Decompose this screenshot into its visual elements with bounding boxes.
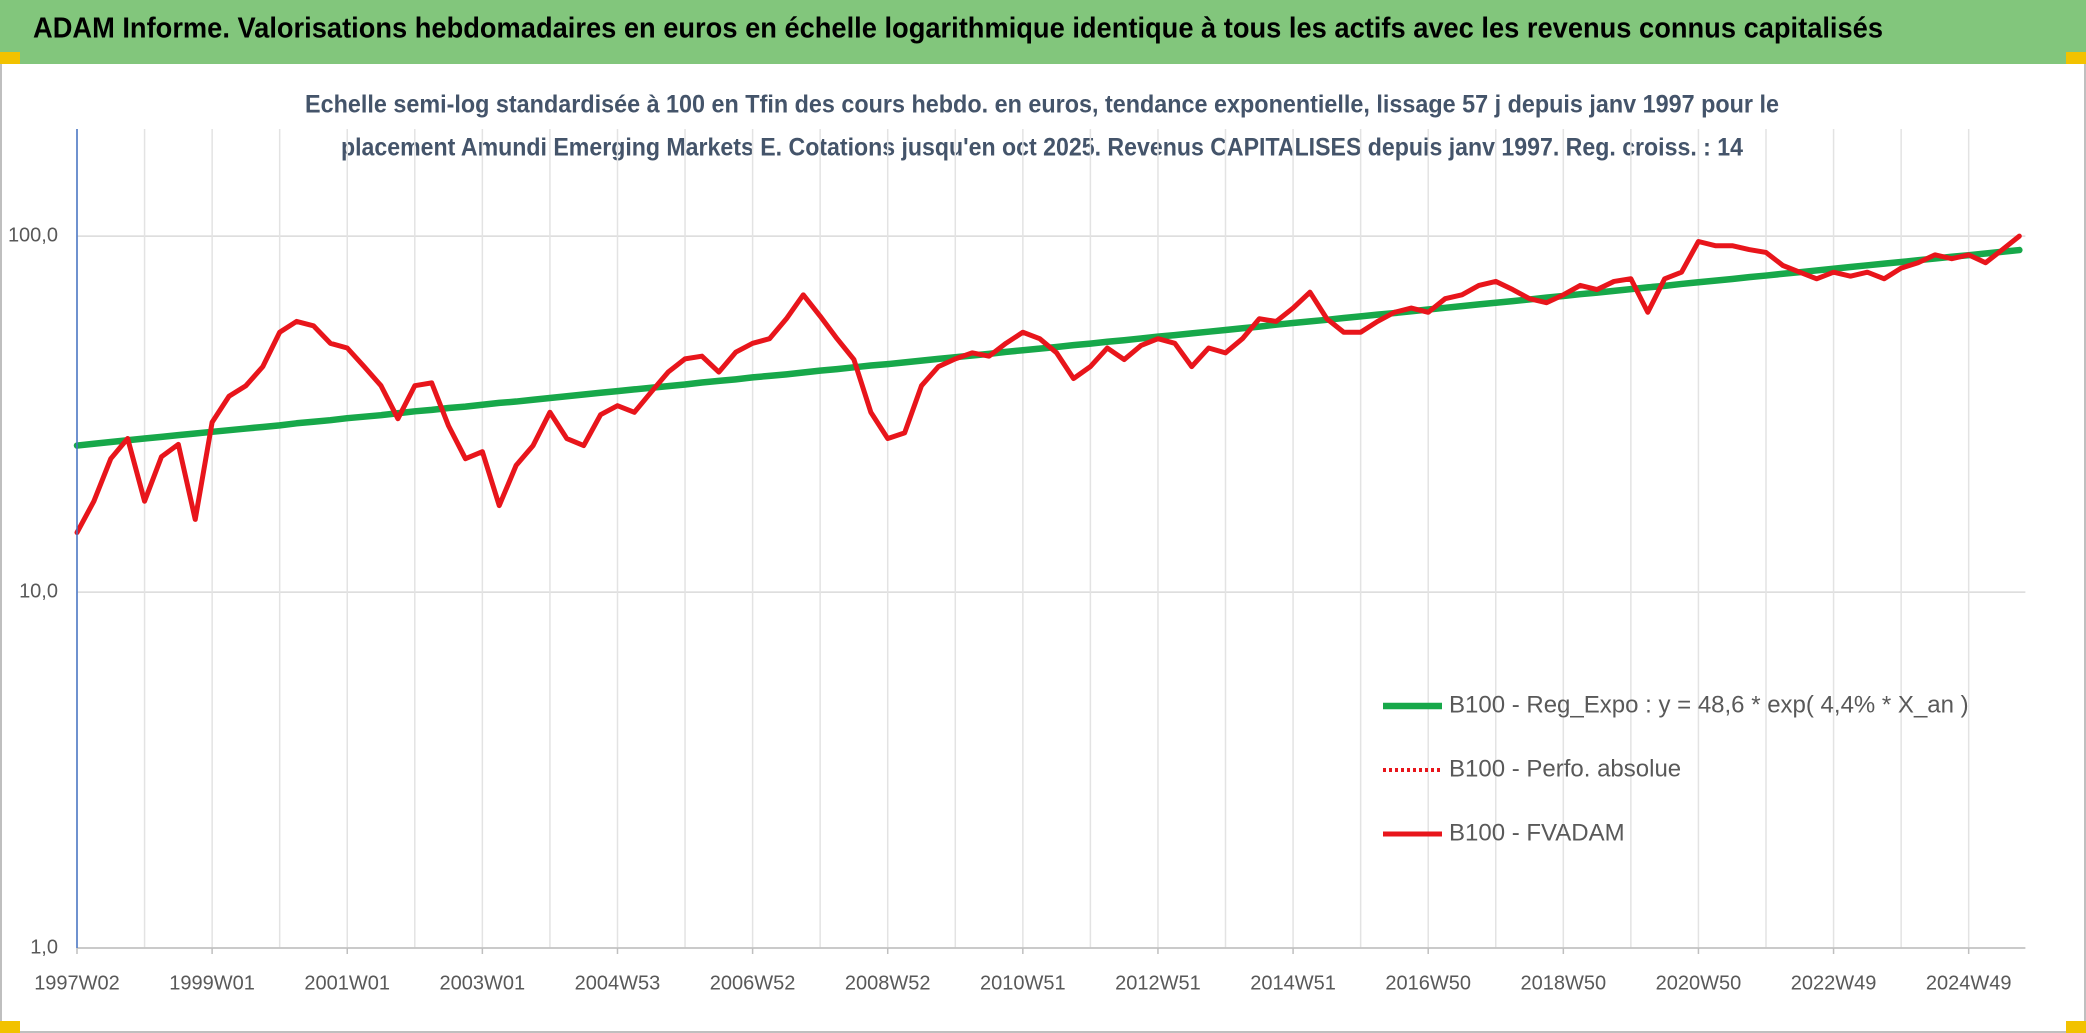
x-tick-label: 2006W52 — [710, 972, 796, 994]
x-tick-label: 2003W01 — [440, 972, 526, 994]
x-tick-label: 2016W50 — [1385, 972, 1471, 994]
chart-subtitle: placement Amundi Emerging Markets E. Cot… — [341, 134, 1743, 162]
x-tick-label: 2010W51 — [980, 972, 1066, 994]
x-tick-label: 1997W02 — [34, 972, 120, 994]
x-tick-label: 2022W49 — [1791, 972, 1877, 994]
x-tick-label: 2018W50 — [1521, 972, 1607, 994]
legend: B100 - Reg_Expo : y = 48,6 * exp( 4,4% *… — [1383, 691, 1969, 846]
axes: 1,0 10,0 100,0 1997W02 1999W01 2001W01 2003W01… — [8, 129, 2026, 994]
x-tick-label: 2012W51 — [1115, 972, 1201, 994]
x-tick-label: 2004W53 — [575, 972, 661, 994]
corner — [2066, 52, 2086, 64]
x-tick-label: 1999W01 — [169, 972, 255, 994]
title-bar — [0, 0, 2086, 64]
corner — [0, 52, 20, 64]
x-tick-label: 2024W49 — [1926, 972, 2012, 994]
y-tick-label: 100,0 — [8, 224, 58, 246]
x-tick-label: 2008W52 — [845, 972, 931, 994]
corner — [2066, 1021, 2086, 1033]
x-tick-label: 2014W51 — [1250, 972, 1336, 994]
x-tick-label: 2001W01 — [304, 972, 390, 994]
legend-label: B100 - FVADAM — [1449, 819, 1625, 846]
chart-subtitle: Echelle semi-log standardisée à 100 en T… — [305, 91, 1779, 119]
y-tick-label: 10,0 — [19, 580, 58, 602]
corner — [0, 1021, 20, 1033]
series-line — [74, 233, 2022, 536]
y-tick-label: 1,0 — [30, 936, 58, 958]
legend-label: B100 - Perfo. absolue — [1449, 755, 1681, 782]
plot — [73, 233, 2023, 536]
x-tick-label: 2020W50 — [1656, 972, 1742, 994]
legend-label: B100 - Reg_Expo : y = 48,6 * exp( 4,4% *… — [1449, 691, 1969, 718]
chart-title: ADAM Informe. Valorisations hebdomadaire… — [33, 13, 1883, 45]
